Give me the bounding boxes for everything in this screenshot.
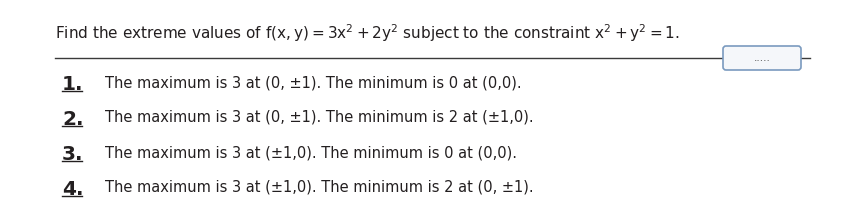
Text: The maximum is 3 at (±1,0). The minimum is 2 at (0, ±1).: The maximum is 3 at (±1,0). The minimum …: [105, 180, 533, 195]
FancyBboxPatch shape: [722, 46, 800, 70]
Text: 1.: 1.: [62, 75, 84, 94]
Text: 2.: 2.: [62, 110, 84, 129]
Text: The maximum is 3 at (0, ±1). The minimum is 0 at (0,0).: The maximum is 3 at (0, ±1). The minimum…: [105, 75, 521, 90]
Text: The maximum is 3 at (0, ±1). The minimum is 2 at (±1,0).: The maximum is 3 at (0, ±1). The minimum…: [105, 110, 533, 125]
Text: The maximum is 3 at (±1,0). The minimum is 0 at (0,0).: The maximum is 3 at (±1,0). The minimum …: [105, 145, 517, 160]
Text: .....: .....: [753, 53, 770, 63]
Text: 4.: 4.: [62, 180, 84, 199]
Text: Find the extreme values of $\mathregular{f(x,y)=3x^2+2y^2}$ subject to the const: Find the extreme values of $\mathregular…: [55, 22, 679, 44]
Text: 3.: 3.: [62, 145, 84, 164]
